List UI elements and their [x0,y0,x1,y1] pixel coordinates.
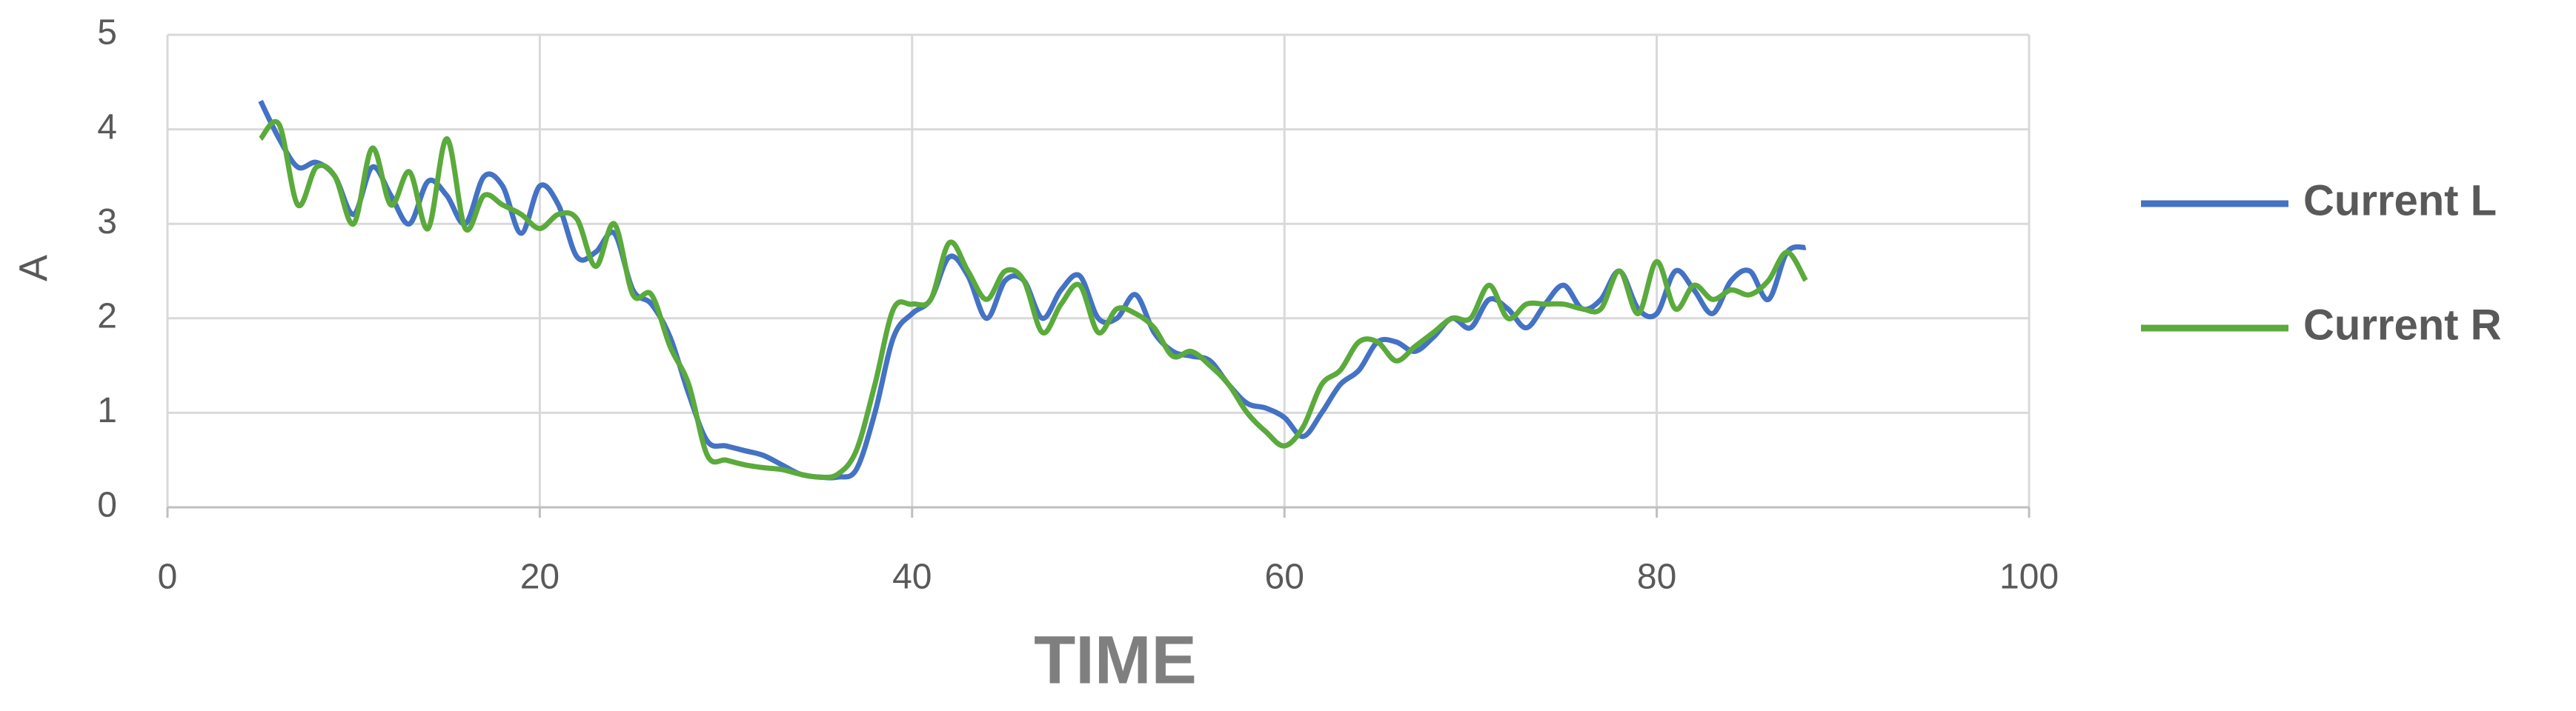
x-tick-label: 40 [892,558,932,597]
line-series [258,99,1807,481]
line-series [258,118,1808,481]
y-axis-label: A [11,255,56,281]
x-tick-label: 20 [520,558,560,597]
legend-label: Current R [2303,301,2501,349]
x-tick-label: 80 [1637,558,1676,597]
y-tick-label: 0 [97,486,117,525]
x-tick-label: 100 [1999,558,2059,597]
y-tick-label: 3 [97,202,117,241]
x-axis-label: TIME [1034,622,1197,698]
x-tick-label: 60 [1265,558,1304,597]
legend-label: Current L [2303,176,2497,224]
y-tick-label: 4 [97,107,117,147]
y-tick-label: 2 [97,296,117,336]
y-tick-label: 5 [97,13,117,53]
x-tick-label: 0 [158,558,178,597]
y-tick-label: 1 [97,391,117,430]
